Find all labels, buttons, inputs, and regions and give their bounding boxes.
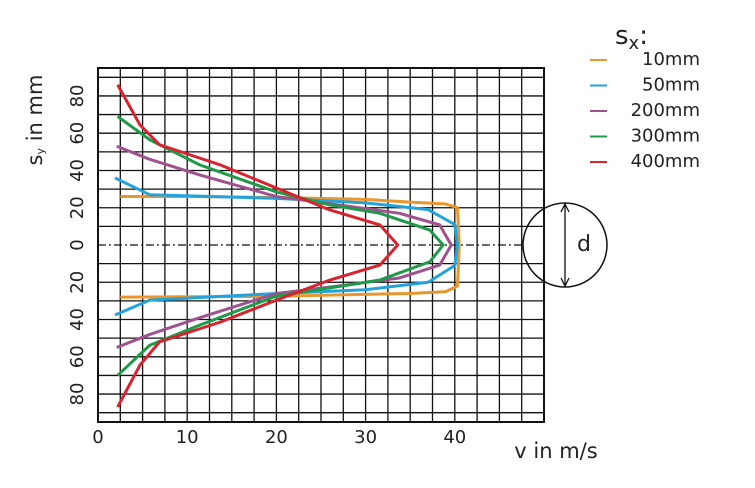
y-tick-label: 60 bbox=[67, 122, 88, 145]
legend-label: 50mm bbox=[642, 75, 700, 96]
y-tick-label: 0 bbox=[67, 239, 88, 250]
y-tick-label: 20 bbox=[67, 196, 88, 219]
y-label-sub: y bbox=[34, 147, 47, 154]
x-tick-label: 10 bbox=[176, 427, 199, 448]
y-label-rest: in mm bbox=[23, 75, 47, 148]
y-tick-label: 80 bbox=[67, 84, 88, 107]
legend-title: sx: bbox=[615, 21, 648, 55]
y-tick-label: 40 bbox=[67, 308, 88, 331]
y-label-main: s bbox=[23, 154, 47, 165]
y-tick-label: 20 bbox=[67, 271, 88, 294]
y-axis-label: sy in mm bbox=[23, 75, 47, 166]
x-axis-label: v in m/s bbox=[514, 439, 597, 463]
legend-title-rest: : bbox=[639, 21, 648, 51]
y-tick-label: 80 bbox=[67, 383, 88, 406]
legend-label: 10mm bbox=[642, 49, 700, 70]
y-tick-label: 60 bbox=[67, 345, 88, 368]
legend-title-sub: x bbox=[629, 33, 640, 54]
y-tick-label: 40 bbox=[67, 159, 88, 182]
series-line bbox=[116, 115, 445, 377]
legend-title-main: s bbox=[615, 21, 629, 51]
x-tick-label: 30 bbox=[354, 427, 377, 448]
x-tick-label: 40 bbox=[443, 427, 466, 448]
x-tick-label: 20 bbox=[265, 427, 288, 448]
arrow-heads bbox=[560, 202, 570, 288]
series-line bbox=[116, 144, 453, 349]
legend-label: 300mm bbox=[631, 126, 700, 147]
x-tick-label: 0 bbox=[92, 427, 103, 448]
circle-label: d bbox=[577, 232, 591, 257]
series-line bbox=[116, 84, 400, 408]
legend-label: 200mm bbox=[631, 100, 700, 121]
legend-label: 400mm bbox=[631, 151, 700, 172]
